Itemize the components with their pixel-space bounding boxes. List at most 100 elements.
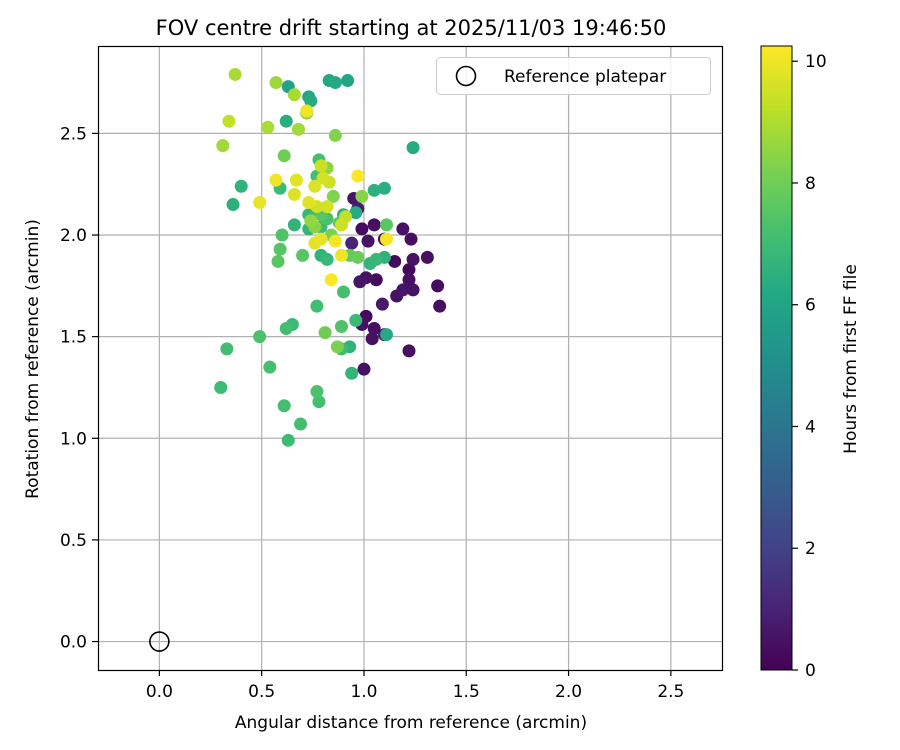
data-point bbox=[226, 198, 240, 212]
data-point bbox=[431, 279, 445, 293]
legend: Reference platepar bbox=[436, 57, 711, 95]
data-point bbox=[234, 179, 248, 193]
data-points bbox=[214, 67, 447, 447]
data-point bbox=[361, 234, 375, 248]
data-point bbox=[287, 218, 301, 232]
data-point bbox=[369, 252, 383, 266]
data-point bbox=[396, 283, 410, 297]
reference-marker bbox=[149, 631, 170, 652]
data-point bbox=[253, 330, 267, 344]
data-point bbox=[253, 196, 267, 210]
data-point bbox=[345, 236, 359, 250]
data-point bbox=[320, 200, 334, 214]
y-tick-label: 1.0 bbox=[60, 429, 87, 449]
data-point bbox=[261, 120, 275, 134]
chart-title: FOV centre drift starting at 2025/11/03 … bbox=[156, 16, 667, 40]
data-point bbox=[287, 187, 301, 201]
data-point bbox=[314, 232, 328, 246]
colorbar-tick-label: 8 bbox=[805, 174, 816, 194]
data-point bbox=[277, 399, 291, 413]
colorbar-tick-label: 2 bbox=[805, 539, 816, 559]
data-point bbox=[337, 285, 351, 299]
x-tick-label: 0.0 bbox=[146, 682, 173, 702]
data-point bbox=[314, 159, 328, 173]
data-point bbox=[349, 206, 363, 220]
colorbar-tick-label: 0 bbox=[805, 661, 816, 681]
data-point bbox=[357, 362, 371, 376]
data-point bbox=[324, 273, 338, 287]
data-point bbox=[291, 122, 305, 136]
data-point bbox=[355, 222, 369, 236]
data-point bbox=[308, 179, 322, 193]
legend-box bbox=[436, 57, 711, 95]
data-point bbox=[355, 189, 369, 203]
y-axis-label: Rotation from reference (arcmin) bbox=[23, 219, 43, 499]
data-point bbox=[294, 417, 308, 431]
data-point bbox=[334, 218, 348, 232]
x-tick-label: 2.5 bbox=[657, 682, 684, 702]
y-tick-label: 0.5 bbox=[60, 531, 87, 551]
data-point bbox=[300, 104, 314, 118]
data-point bbox=[402, 263, 416, 277]
y-tick-label: 2.5 bbox=[60, 124, 87, 144]
data-point bbox=[379, 328, 393, 342]
data-point bbox=[310, 385, 324, 399]
data-point bbox=[351, 250, 365, 264]
plot-frame bbox=[97, 45, 724, 672]
legend-label: Reference platepar bbox=[504, 67, 666, 87]
data-point bbox=[330, 340, 344, 354]
data-point bbox=[279, 322, 293, 336]
data-point bbox=[369, 273, 383, 287]
data-point bbox=[279, 114, 293, 128]
data-point bbox=[406, 141, 420, 155]
legend-marker bbox=[455, 65, 477, 87]
data-point bbox=[367, 322, 381, 336]
data-point bbox=[420, 250, 434, 264]
colorbar-gradient bbox=[760, 45, 793, 671]
colorbar-label: Hours from first FF file bbox=[841, 264, 861, 454]
data-point bbox=[375, 297, 389, 311]
data-point bbox=[281, 433, 295, 447]
y-axis-ticks: 0.0 0.5 1.0 1.5 2.0 2.5 bbox=[60, 124, 98, 653]
data-point bbox=[310, 299, 324, 313]
x-tick-label: 0.5 bbox=[248, 682, 275, 702]
data-point bbox=[367, 218, 381, 232]
data-point bbox=[263, 360, 277, 374]
data-point bbox=[228, 67, 242, 81]
data-point bbox=[328, 76, 342, 90]
data-point bbox=[326, 189, 340, 203]
data-point bbox=[396, 222, 410, 236]
data-point bbox=[377, 181, 391, 195]
x-tick-label: 1.0 bbox=[350, 682, 377, 702]
x-axis-label: Angular distance from reference (arcmin) bbox=[235, 713, 587, 733]
data-point bbox=[379, 218, 393, 232]
data-point bbox=[277, 149, 291, 163]
data-point bbox=[402, 273, 416, 287]
data-point bbox=[304, 94, 318, 108]
data-point bbox=[406, 252, 420, 266]
data-point bbox=[269, 173, 283, 187]
colorbar-tick-label: 4 bbox=[805, 417, 816, 437]
data-point bbox=[351, 169, 365, 183]
data-point bbox=[353, 275, 367, 289]
data-point bbox=[367, 183, 381, 197]
data-point bbox=[365, 332, 379, 346]
data-point bbox=[222, 114, 236, 128]
data-point bbox=[220, 342, 234, 356]
data-point bbox=[388, 254, 402, 268]
data-point bbox=[406, 283, 420, 297]
data-point bbox=[318, 326, 332, 340]
data-point bbox=[341, 74, 355, 88]
data-point bbox=[433, 299, 447, 313]
data-point bbox=[289, 173, 303, 187]
data-point bbox=[402, 344, 416, 358]
data-point bbox=[275, 228, 289, 242]
data-point bbox=[316, 171, 330, 185]
data-point bbox=[302, 196, 316, 210]
data-point bbox=[269, 76, 283, 90]
x-tick-label: 1.5 bbox=[453, 682, 480, 702]
colorbar-tick-label: 10 bbox=[805, 52, 827, 72]
data-point bbox=[345, 366, 359, 380]
data-point bbox=[320, 252, 334, 266]
